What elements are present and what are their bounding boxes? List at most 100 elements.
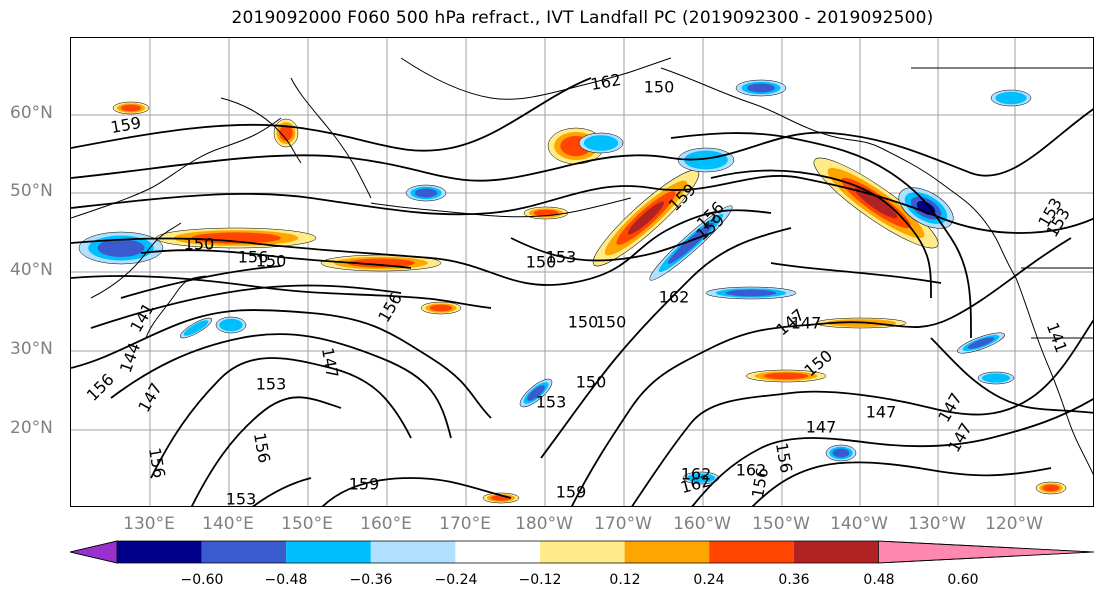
contour-label: 150 (256, 252, 287, 271)
contour-line (631, 319, 1093, 506)
shading-patch (684, 150, 728, 170)
coastline-segment (400, 57, 672, 100)
shading-patch (832, 448, 850, 458)
contour-label: 156 (250, 431, 274, 464)
coastline-segment (145, 275, 207, 339)
contour-line (252, 477, 312, 506)
contour-line (710, 169, 932, 299)
colorbar-tick-label: 0.36 (778, 572, 810, 588)
lon-label-160w: 160°W (673, 514, 731, 534)
lon-label-160e: 160°E (360, 514, 412, 534)
lat-label-50n: 50°N (10, 181, 53, 201)
coastline-segment (71, 117, 282, 219)
map-panel: 150 156 162 159 153 156 150 147 147 150 159 162 156 1… (70, 37, 1094, 507)
contour-label: 150 (526, 253, 557, 272)
contour-line (140, 249, 412, 269)
colorbar-tick-label: 0.12 (609, 572, 641, 588)
contour-line (191, 396, 342, 506)
lat-label-60n: 60°N (10, 103, 53, 123)
contour-label: 159 (109, 113, 142, 137)
contour-label: 147 (791, 314, 822, 333)
lon-label-120w: 120°W (985, 514, 1043, 534)
contour-label: 159 (556, 483, 587, 502)
shading-patch (347, 258, 415, 268)
contour-label: 162 (589, 70, 622, 94)
shading-patch (686, 473, 716, 483)
contour-label: 150 (184, 235, 215, 254)
colorbar-segment (455, 541, 540, 563)
shading-patch (527, 385, 545, 401)
shading-patch (628, 201, 664, 235)
coastline-segment (1015, 277, 1093, 475)
shading-patch (429, 304, 453, 312)
colorbar-extend-min (70, 540, 118, 564)
contour-label: 153 (256, 375, 287, 394)
shading-patch (763, 372, 809, 380)
coastline-segment (660, 67, 882, 149)
shading-patch (747, 83, 775, 93)
contour-line (71, 77, 592, 152)
colorbar-tick-label: 0.24 (693, 572, 725, 588)
colorbar-outline (70, 540, 1095, 564)
coastline-segment (370, 197, 632, 218)
contour-label: 141 (126, 300, 158, 336)
colorbar-tick-label: −0.60 (180, 572, 224, 588)
contour-label: 162 (681, 465, 712, 484)
contour-line (71, 309, 492, 419)
shading-patch (414, 188, 438, 198)
colorbar-tick-label: −0.36 (349, 572, 393, 588)
contour-label: 153 (226, 490, 257, 508)
coastlines (71, 57, 1093, 475)
coastline-segment (290, 77, 372, 199)
contour-label: 141 (1043, 320, 1071, 355)
ivt-contours (71, 77, 1093, 506)
contour-label: 156 (772, 441, 796, 474)
colorbar-tick-label: −0.48 (264, 572, 308, 588)
contour-line (120, 265, 282, 299)
lat-label-30n: 30°N (10, 339, 53, 359)
contour-line (670, 132, 972, 339)
colorbar-extend-max (878, 540, 1095, 564)
contour-line (510, 232, 712, 262)
contour-line (110, 333, 452, 439)
coastline-segment (880, 147, 1017, 279)
contour-line (90, 284, 402, 329)
contour-line (930, 337, 1093, 414)
contour-line (71, 209, 772, 286)
lat-label-40n: 40°N (10, 260, 53, 280)
colorbar-segment (709, 541, 794, 563)
contour-label: 159 (349, 475, 380, 494)
contour-line (571, 237, 1072, 506)
shading-patch (981, 373, 1011, 383)
colorbar-segment (540, 541, 625, 563)
shading-patch (725, 289, 777, 297)
colorbar-segment (370, 541, 456, 563)
contour-line (540, 227, 792, 459)
colorbar-tick-label: −0.12 (518, 572, 562, 588)
shading-patch (1042, 484, 1060, 492)
colorbar-tick-label: 0.60 (947, 572, 979, 588)
colorbar-segment (624, 541, 710, 563)
lon-label-150w: 150°W (752, 514, 810, 534)
lon-label-130w: 130°W (908, 514, 966, 534)
shading-patch (279, 125, 293, 141)
lon-label-170w: 170°W (594, 514, 652, 534)
contour-label: 162 (736, 461, 767, 480)
shading-patch (916, 201, 936, 215)
shading-patch (191, 232, 281, 244)
contour-label: 147 (866, 403, 897, 422)
map-title: 2019092000 F060 500 hPa refract., IVT La… (231, 8, 934, 28)
coastline-segment (220, 97, 302, 164)
contour-label: 147 (806, 418, 837, 437)
contour-label: 153 (546, 248, 577, 267)
contour-line (770, 262, 942, 284)
contour-label: 150 (644, 78, 675, 97)
lon-label-170e: 170°E (439, 514, 491, 534)
contour-label: 147 (134, 380, 166, 416)
contour-line (691, 398, 1093, 506)
lat-label-20n: 20°N (10, 418, 53, 438)
contour-line (751, 461, 1052, 506)
shading-patch (967, 337, 995, 349)
contour-label: 144 (116, 340, 144, 375)
